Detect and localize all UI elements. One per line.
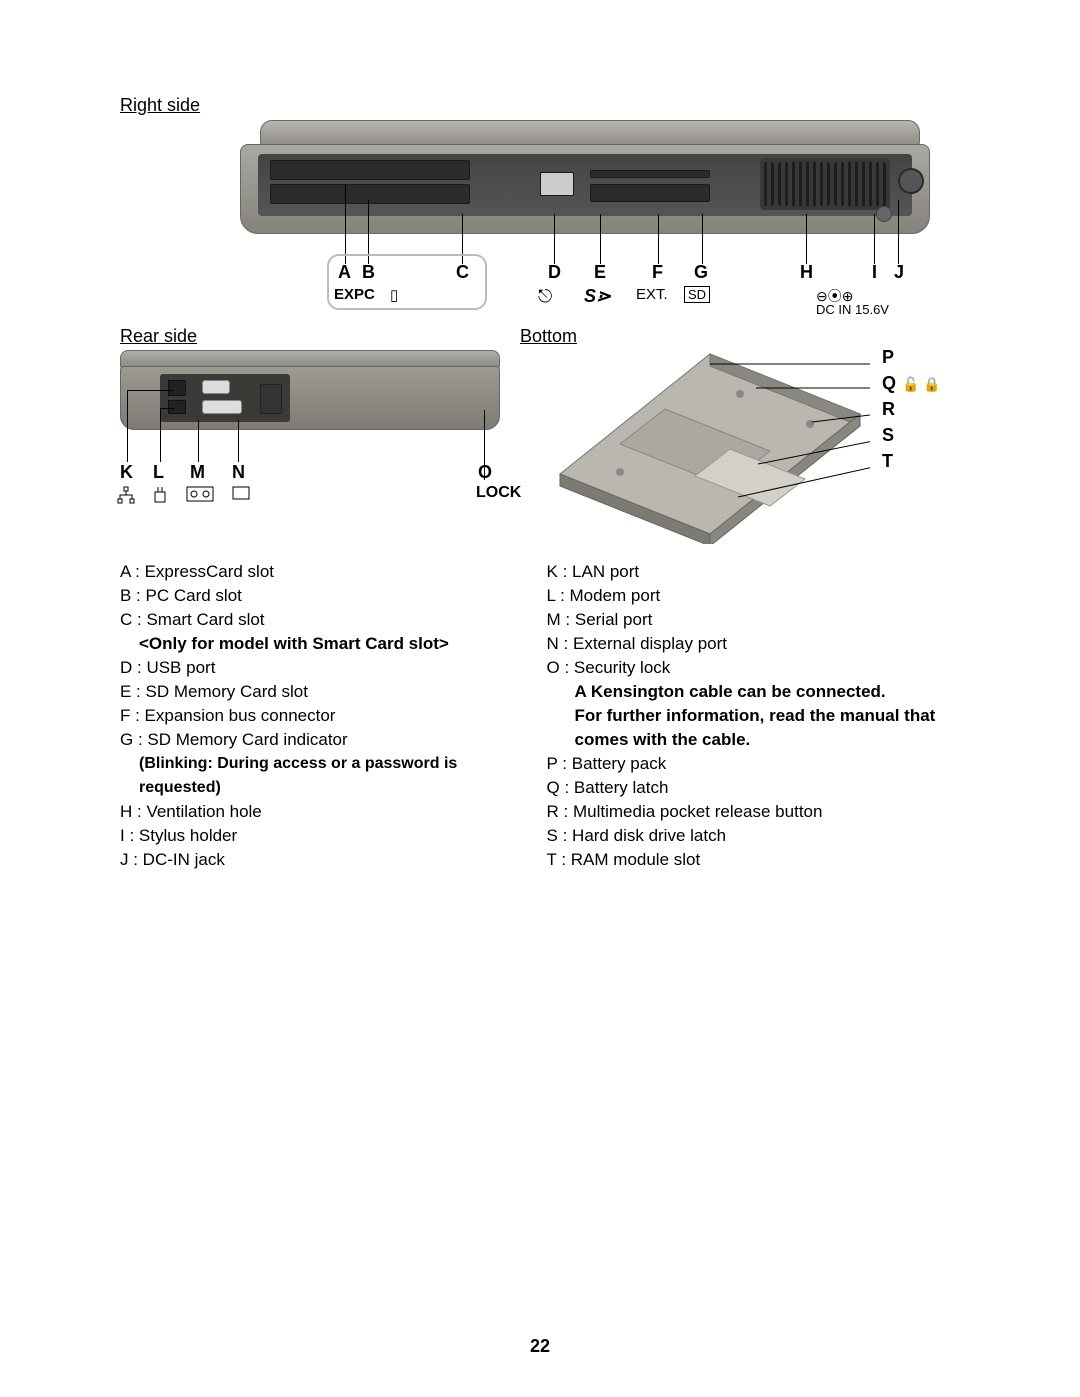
definitions-left: A : ExpressCard slot B : PC Card slot C …: [120, 560, 519, 872]
card-icon: ▯: [390, 286, 398, 304]
letter-T: T: [882, 451, 893, 471]
def-C-note: <Only for model with Smart Card slot>: [120, 632, 519, 656]
def-H: H : Ventilation hole: [120, 800, 519, 824]
def-A: A : ExpressCard slot: [120, 560, 519, 584]
def-B: B : PC Card slot: [120, 584, 519, 608]
label-ext: EXT.: [636, 286, 668, 303]
bottom-letter-column: P Q 🔓 🔒 R S T: [882, 344, 941, 474]
display-icon: [232, 486, 250, 507]
label-dcin: DC IN 15.6V: [816, 302, 889, 317]
definitions-right: K : LAN port L : Modem port M : Serial p…: [547, 560, 965, 872]
def-Q: Q : Battery latch: [547, 776, 965, 800]
def-F: F : Expansion bus connector: [120, 704, 519, 728]
letter-K: K: [120, 462, 133, 483]
def-L: L : Modem port: [547, 584, 965, 608]
rear-side-diagram: K L M N O LOCK: [120, 350, 500, 530]
def-T: T : RAM module slot: [547, 848, 965, 872]
serial-icon: [186, 486, 214, 507]
section-rear-side: Rear side: [120, 326, 197, 347]
letter-H: H: [800, 262, 813, 283]
letter-F: F: [652, 262, 663, 283]
letter-M: M: [190, 462, 205, 483]
definitions: A : ExpressCard slot B : PC Card slot C …: [120, 560, 965, 872]
sd-logo-icon: S⋗: [584, 286, 611, 307]
letter-B: B: [362, 262, 375, 283]
def-P: P : Battery pack: [547, 752, 965, 776]
def-R: R : Multimedia pocket release button: [547, 800, 965, 824]
letter-I: I: [872, 262, 877, 283]
def-M: M : Serial port: [547, 608, 965, 632]
letter-A: A: [338, 262, 351, 283]
def-D: D : USB port: [120, 656, 519, 680]
def-S: S : Hard disk drive latch: [547, 824, 965, 848]
letter-P: P: [882, 347, 894, 367]
letter-L: L: [153, 462, 164, 483]
section-right-side: Right side: [120, 95, 965, 116]
letter-R: R: [882, 399, 895, 419]
label-lock: LOCK: [476, 484, 521, 502]
def-O-note1: A Kensington cable can be connected.: [547, 680, 965, 704]
def-C: C : Smart Card slot: [120, 608, 519, 632]
letter-J: J: [894, 262, 904, 283]
letter-C: C: [456, 262, 469, 283]
letter-D: D: [548, 262, 561, 283]
def-G-note: (Blinking: During access or a password i…: [120, 752, 519, 800]
usb-icon: ⎋: [538, 286, 552, 307]
def-I: I : Stylus holder: [120, 824, 519, 848]
def-K: K : LAN port: [547, 560, 965, 584]
def-J: J : DC-IN jack: [120, 848, 519, 872]
letter-E: E: [594, 262, 606, 283]
page-number: 22: [0, 1336, 1080, 1357]
sd-box-icon: SD: [684, 286, 710, 303]
def-G: G : SD Memory Card indicator: [120, 728, 519, 752]
def-N: N : External display port: [547, 632, 965, 656]
right-side-diagram: A B C D E F G H I J EXPC ▯ ⎋ S⋗ EXT. SD …: [240, 120, 930, 320]
bottom-view-diagram: [550, 344, 870, 544]
def-O-note2: For further information, read the manual…: [547, 704, 965, 752]
letter-G: G: [694, 262, 708, 283]
letter-S: S: [882, 425, 894, 445]
def-E: E : SD Memory Card slot: [120, 680, 519, 704]
lan-icon: [117, 486, 135, 509]
def-O: O : Security lock: [547, 656, 965, 680]
letter-N: N: [232, 462, 245, 483]
modem-icon: [152, 486, 168, 509]
label-expc: EXPC: [334, 286, 375, 303]
lock-icons: 🔓 🔒: [902, 376, 941, 392]
letter-Q: Q: [882, 373, 896, 393]
letter-O: O: [478, 462, 492, 483]
